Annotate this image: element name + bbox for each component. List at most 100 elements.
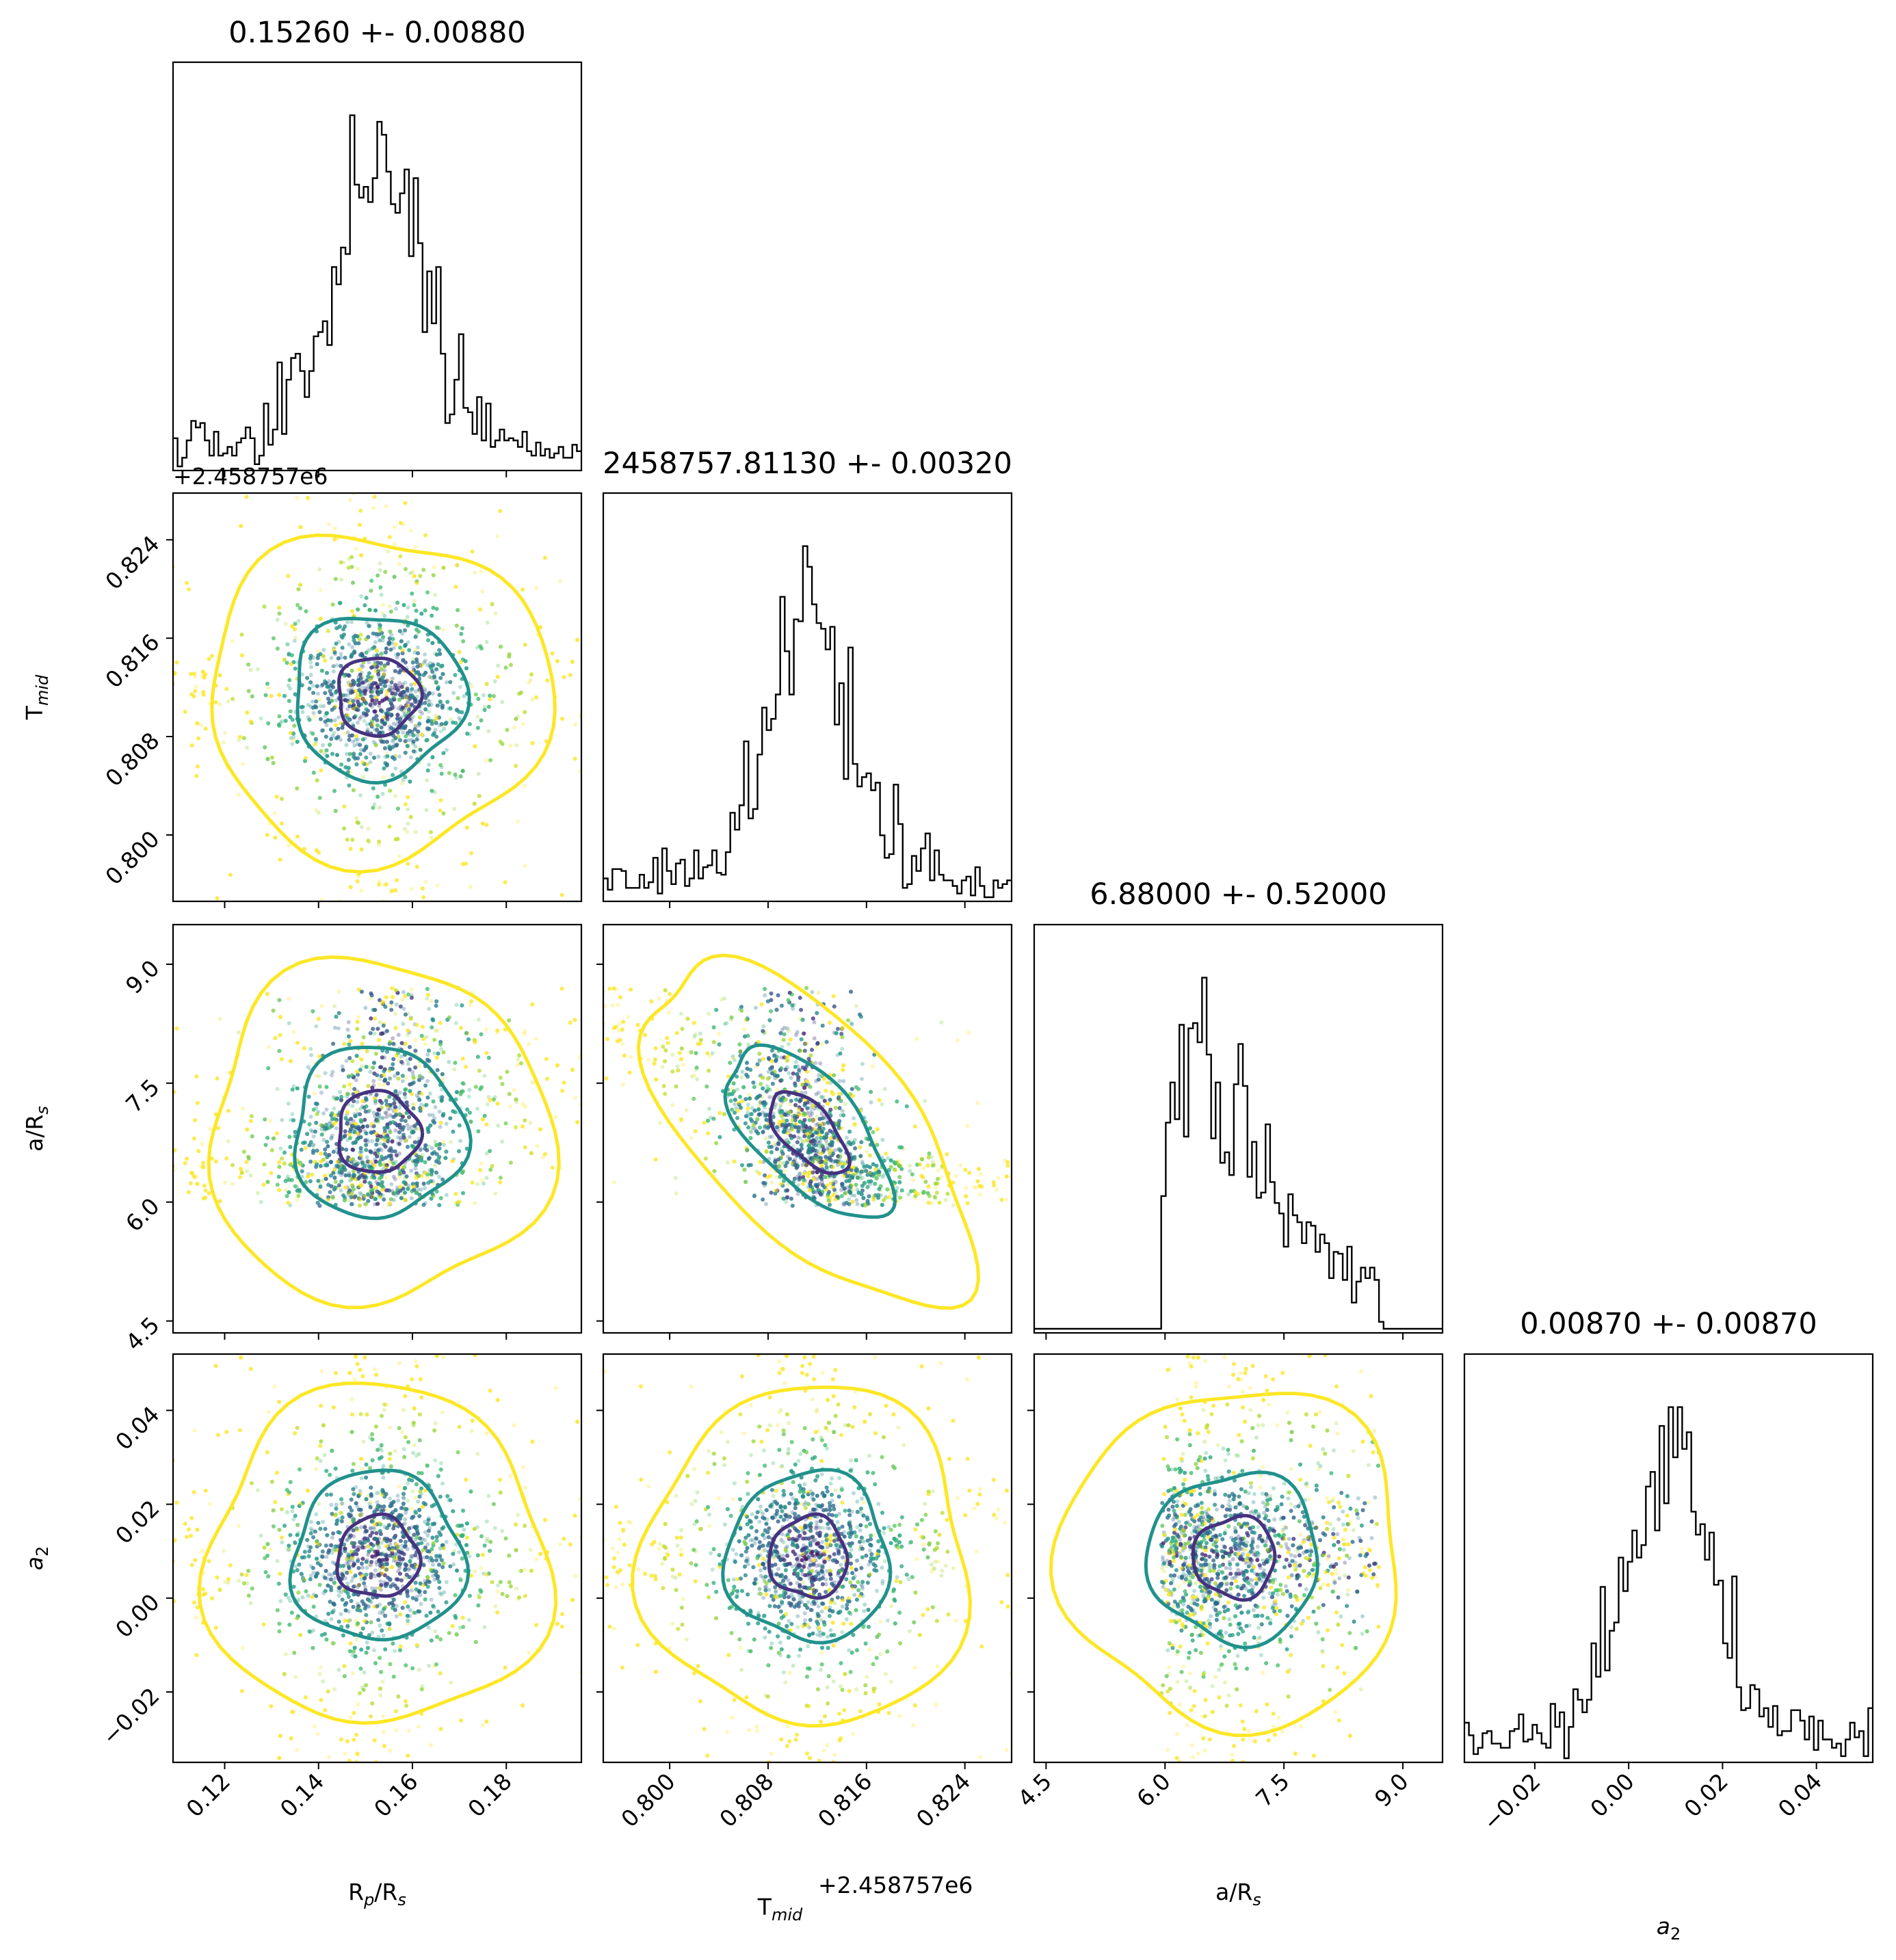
sample-point (438, 676, 443, 680)
sample-point (342, 633, 346, 637)
sample-point (300, 710, 305, 715)
sample-point (388, 604, 393, 609)
sample-point (413, 830, 418, 834)
sample-point (285, 661, 289, 665)
sample-point (473, 692, 478, 697)
sample-point (201, 692, 206, 697)
sample-point (382, 663, 387, 668)
sample-point (352, 743, 357, 748)
sample-point (403, 739, 408, 743)
sample-point (427, 726, 432, 731)
sample-point (401, 658, 406, 663)
sample-point (327, 700, 332, 705)
sample-point (387, 640, 392, 645)
sample-point (265, 832, 269, 837)
sample-point (534, 695, 539, 700)
sample-point (371, 786, 376, 791)
sample-point (245, 745, 250, 750)
sample-point (384, 646, 389, 651)
sample-point (241, 736, 246, 741)
sample-point (384, 650, 389, 654)
sample-point (426, 917, 430, 921)
sample-point (370, 683, 375, 687)
sample-point (436, 662, 440, 667)
sample-point (388, 629, 393, 634)
sample-point (373, 701, 378, 706)
sample-point (400, 705, 405, 710)
sample-point (339, 634, 344, 638)
sample-point (389, 890, 393, 895)
sample-point (198, 723, 203, 728)
sample-point (358, 689, 363, 694)
sample-point (329, 1136, 334, 1141)
sample-point (412, 727, 417, 732)
sample-point (161, 700, 165, 704)
sample-point (425, 726, 430, 730)
sample-point (377, 839, 382, 844)
sample-point (277, 605, 282, 610)
sample-point (308, 680, 313, 685)
sample-point (282, 693, 287, 698)
sample-point (352, 638, 356, 643)
sample-point (391, 698, 396, 702)
sample-point (352, 706, 356, 711)
sample-point (479, 718, 484, 723)
sample-point (438, 798, 443, 803)
sample-point (378, 708, 383, 713)
sample-point (360, 653, 365, 658)
sample-point (390, 691, 395, 696)
sample-point (369, 685, 373, 690)
sample-point (414, 579, 419, 584)
sample-point (370, 689, 375, 694)
sample-point (415, 664, 420, 669)
sample-point (371, 806, 376, 810)
sample-point (365, 708, 370, 713)
sample-point (308, 672, 313, 677)
sample-point (353, 633, 358, 638)
sample-point (278, 858, 282, 862)
sample-point (318, 652, 323, 657)
sample-point (384, 465, 389, 469)
sample-point (372, 645, 377, 650)
sample-point (389, 609, 393, 614)
sample-point (325, 671, 329, 675)
sample-point (514, 717, 518, 721)
sample-point (384, 762, 389, 767)
sample-point (352, 704, 356, 708)
sample-point (400, 695, 405, 700)
sample-point (380, 718, 384, 723)
sample-point (250, 694, 254, 699)
sample-point (328, 743, 332, 747)
sample-point (394, 1002, 399, 1007)
sample-point (476, 1017, 481, 1022)
sample-point (287, 699, 291, 703)
sample-point (265, 756, 270, 761)
sample-point (423, 700, 427, 705)
sample-point (384, 882, 389, 887)
sample-point (328, 699, 333, 704)
sample-point (410, 693, 414, 698)
sample-point (300, 704, 305, 709)
sample-point (395, 688, 400, 693)
sample-point (435, 703, 440, 708)
sample-point (426, 719, 431, 723)
sample-point (417, 629, 421, 634)
sample-point (268, 1119, 272, 1124)
sample-point (378, 627, 383, 632)
sample-point (352, 635, 356, 639)
sample-point (404, 703, 408, 708)
sample-point (371, 739, 376, 744)
sample-point (403, 802, 408, 807)
sample-point (330, 707, 334, 712)
sample-point (350, 565, 354, 569)
sample-point (373, 681, 378, 686)
sample-point (363, 603, 367, 608)
sample-point (390, 676, 395, 681)
sample-point (236, 793, 241, 797)
sample-point (300, 683, 304, 687)
sample-point (308, 654, 313, 658)
sample-point (426, 638, 431, 643)
sample-point (523, 710, 527, 715)
sample-point (269, 693, 274, 698)
sample-point (389, 647, 393, 652)
